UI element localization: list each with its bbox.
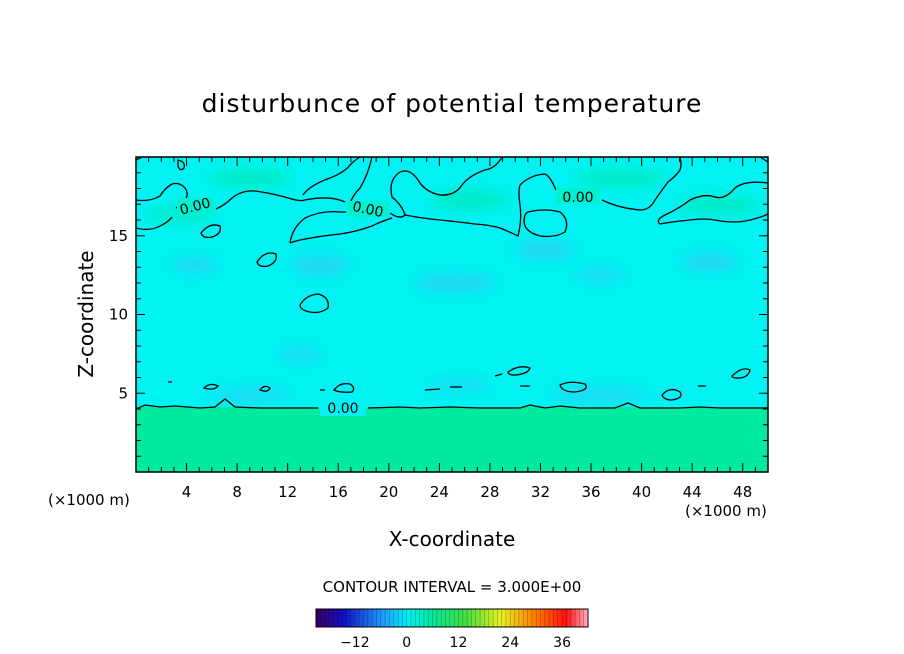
x-axis-unit-right: (×1000 m) xyxy=(685,502,767,520)
colorbar-tick-label: 0 xyxy=(402,635,411,651)
contour-zero-upper-f xyxy=(404,184,522,237)
contour-zero-upper-d xyxy=(289,210,393,244)
x-tick-label: 48 xyxy=(733,483,752,501)
x-tick-label: 40 xyxy=(632,483,651,501)
contour-small-2 xyxy=(259,385,271,392)
y-tick-label: 10 xyxy=(109,306,128,324)
colorbar-tick-label: 36 xyxy=(553,635,571,651)
x-tick-label: 32 xyxy=(531,483,550,501)
contour-closed-2 xyxy=(200,224,221,239)
colorbar-stripes xyxy=(320,609,584,627)
contour-closed-4 xyxy=(299,293,329,314)
contour-small-7 xyxy=(731,368,751,379)
x-tick-label: 16 xyxy=(329,483,348,501)
contour-label-1: 0.00 xyxy=(178,195,212,219)
colorbar-gradient xyxy=(315,608,589,628)
contour-small-6 xyxy=(661,388,682,401)
contour-zero-upper-b xyxy=(136,216,173,231)
contour-small-8 xyxy=(168,373,706,391)
contour-zero-upper-a xyxy=(215,190,346,210)
contour-label-2: 0.00 xyxy=(351,199,385,221)
contour-label-4: 0.00 xyxy=(327,401,358,417)
contour-zero-upper-e xyxy=(302,157,373,205)
x-axis-ticks: 4 8 12 16 20 24 28 32 36 40 44 48 xyxy=(148,157,756,501)
contour-zero-upper-c xyxy=(389,157,504,218)
y-axis-label: Z-coordinate xyxy=(74,250,98,377)
heatmap-field xyxy=(136,157,768,472)
x-tick-label: 8 xyxy=(232,483,242,501)
y-axis-ticks: 5 10 15 xyxy=(109,172,768,457)
contour-label-group: 0.00 0.00 0.00 0.00 xyxy=(177,188,600,417)
x-axis-unit-left: (×1000 m) xyxy=(48,491,130,509)
x-tick-label: 20 xyxy=(379,483,398,501)
contour-closed-5 xyxy=(177,159,186,171)
contour-closed-3 xyxy=(256,252,277,268)
contour-small-1 xyxy=(333,382,355,393)
contour-small-3 xyxy=(202,383,220,390)
lower-field xyxy=(136,407,768,472)
x-axis-label: X-coordinate xyxy=(389,527,516,551)
contour-zero-upper-g xyxy=(519,157,682,211)
contour-zero-lower xyxy=(136,398,768,410)
x-tick-label: 4 xyxy=(182,483,192,501)
chart-title: disturbunce of potential temperature xyxy=(202,89,703,118)
colorbar-tick-label: 12 xyxy=(450,635,468,651)
colorbar: −12 0 12 24 36 xyxy=(315,608,589,651)
contour-lines xyxy=(136,157,768,410)
contour-small-4 xyxy=(507,366,531,376)
field-patches xyxy=(145,168,760,401)
colorbar-ticks: −12 0 12 24 36 xyxy=(340,635,571,651)
contour-label-3: 0.00 xyxy=(562,190,593,206)
contour-zero-upper-h xyxy=(657,181,768,225)
x-tick-label: 24 xyxy=(430,483,449,501)
colorbar-tick-label: −12 xyxy=(340,635,370,651)
colorbar-tick-label: 24 xyxy=(501,635,519,651)
contour-small-5 xyxy=(559,381,587,393)
x-tick-label: 36 xyxy=(581,483,600,501)
x-tick-label: 28 xyxy=(480,483,499,501)
y-tick-label: 15 xyxy=(109,227,128,245)
x-tick-label: 44 xyxy=(683,483,702,501)
x-tick-label: 12 xyxy=(278,483,297,501)
contour-zero-upper-left xyxy=(136,182,188,209)
contour-interval-text: CONTOUR INTERVAL = 3.000E+00 xyxy=(323,578,582,596)
contour-closed-1 xyxy=(523,209,568,238)
y-tick-label: 5 xyxy=(118,384,128,402)
